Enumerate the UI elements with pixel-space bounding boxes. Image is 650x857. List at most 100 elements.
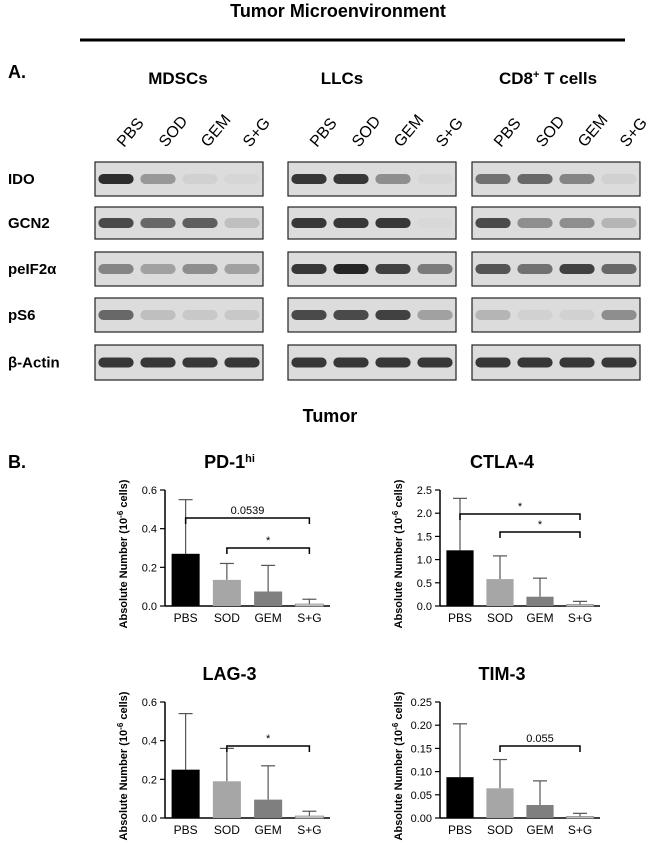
band [291, 310, 327, 320]
significance-label: * [538, 519, 543, 531]
band [333, 218, 369, 228]
bar [254, 591, 283, 606]
x-tick-label: PBS [174, 823, 198, 837]
band [333, 174, 369, 184]
x-tick-label: GEM [254, 611, 281, 625]
band [375, 174, 411, 184]
band [375, 218, 411, 228]
y-axis-label-part: Absolute Number (10 [393, 730, 405, 841]
lane-label: S+G [433, 115, 467, 151]
band [417, 264, 453, 274]
chart-title: LAG-3 [203, 664, 257, 684]
lane-label: PBS [307, 115, 341, 150]
y-tick-label: 2.0 [417, 508, 432, 520]
x-tick-label: SOD [487, 611, 513, 625]
y-axis-label: Absolute Number (10-6 cells) [116, 479, 131, 628]
bar [486, 788, 514, 818]
band [98, 264, 134, 274]
blot-box [94, 161, 264, 197]
group-label: CD8+ T cells [499, 69, 597, 88]
band [224, 264, 260, 274]
group-label-part: + [533, 69, 539, 81]
band [333, 357, 369, 368]
band [182, 174, 218, 184]
lane-label: GEM [198, 112, 234, 151]
significance-bracket [499, 745, 581, 752]
x-tick-label: SOD [214, 611, 240, 625]
bar [526, 805, 554, 818]
y-axis-label-part: Absolute Number (10 [393, 518, 405, 629]
row-label: IDO [8, 171, 35, 188]
band [98, 310, 134, 320]
y-tick-label: 0.4 [142, 524, 157, 536]
y-tick-label: 1.5 [417, 531, 432, 543]
band [601, 264, 637, 274]
bar [526, 596, 554, 606]
band [475, 264, 511, 274]
significance-label: * [518, 501, 523, 513]
y-axis-label-part: Absolute Number (10 [118, 518, 130, 629]
bar [254, 799, 283, 818]
significance-label: 0.0539 [231, 505, 265, 517]
y-tick-label: 0.15 [411, 743, 432, 755]
row-label: GCN2 [8, 215, 50, 232]
bar [171, 769, 200, 818]
bar [212, 579, 241, 606]
group-label-part: CD8 [499, 69, 533, 88]
y-tick-label: 0.6 [142, 697, 157, 709]
y-axis-label-part: Absolute Number (10 [118, 730, 130, 841]
y-tick-label: 2.5 [417, 485, 432, 497]
significance-label: 0.055 [526, 733, 554, 745]
y-axis-label-part: -6 [391, 722, 400, 730]
band [559, 174, 595, 184]
chart-title: TIM-3 [479, 664, 526, 684]
y-tick-label: 0.10 [411, 767, 432, 779]
band [601, 310, 637, 320]
y-tick-label: 1.0 [417, 555, 432, 567]
band [475, 218, 511, 228]
band [333, 310, 369, 320]
band [140, 264, 176, 274]
y-axis-label-part: -6 [391, 510, 400, 518]
significance-bracket [499, 531, 581, 538]
band [517, 218, 553, 228]
lane-label: PBS [491, 115, 525, 150]
significance-bracket [226, 745, 311, 752]
group-label-part: MDSCs [148, 69, 208, 88]
x-tick-label: GEM [526, 823, 553, 837]
x-tick-label: GEM [526, 611, 553, 625]
y-tick-label: 0.2 [142, 562, 157, 574]
band [375, 264, 411, 274]
y-axis-label: Absolute Number (10-6 cells) [116, 691, 131, 840]
x-tick-label: SOD [487, 823, 513, 837]
row-label: β-Actin [8, 355, 60, 372]
lane-label: SOD [156, 113, 191, 150]
band [291, 174, 327, 184]
y-tick-label: 0.0 [142, 601, 157, 613]
band [559, 264, 595, 274]
y-axis-label: Absolute Number (10-6 cells) [391, 479, 406, 628]
bar [446, 777, 474, 818]
x-tick-label: GEM [254, 823, 281, 837]
band [98, 174, 134, 184]
blot-box [471, 297, 641, 333]
band [559, 357, 595, 368]
y-axis-label: Absolute Number (10-6 cells) [391, 691, 406, 840]
band [417, 310, 453, 320]
band [182, 357, 218, 368]
band [475, 357, 511, 368]
y-tick-label: 0.6 [142, 485, 157, 497]
band [375, 310, 411, 320]
group-label: LLCs [321, 69, 364, 88]
band [224, 218, 260, 228]
bar [212, 781, 241, 818]
y-tick-label: 0.20 [411, 720, 432, 732]
bar [294, 603, 324, 607]
significance-bracket [226, 547, 311, 554]
bar [446, 550, 474, 606]
lane-label: S+G [240, 115, 274, 151]
significance-bracket [459, 513, 581, 520]
lane-label: GEM [575, 112, 611, 151]
y-tick-label: 0.05 [411, 790, 432, 802]
lane-label: PBS [114, 115, 148, 150]
